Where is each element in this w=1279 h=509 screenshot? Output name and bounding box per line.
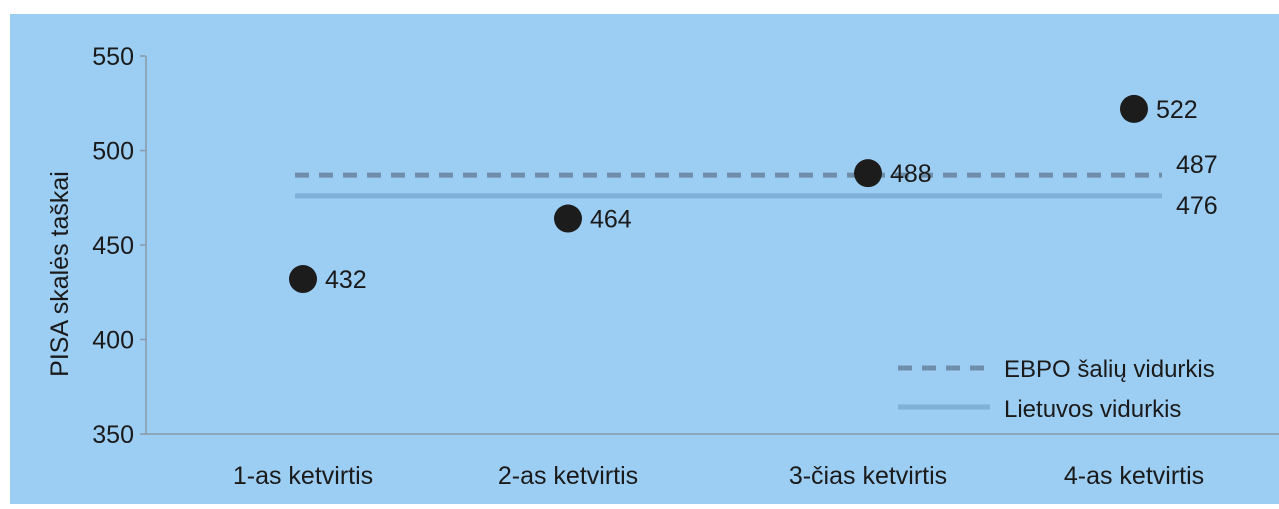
ebpo-average-label: 487 [1176,151,1218,179]
data-value-label: 464 [590,206,632,234]
legend-label-lietuvos: Lietuvos vidurkis [1004,396,1181,423]
x-category-label: 4-as ketvirtis [1064,462,1204,490]
data-value-label: 488 [890,160,932,188]
y-axis-title: PISA skalės taškai [46,171,74,377]
y-tick-label: 400 [92,327,134,355]
data-point [289,265,317,294]
x-category-label: 3-čias ketvirtis [789,462,947,490]
y-ticks: 350 400 450 500 550 [92,43,146,449]
chart-svg: PISA skalės taškai 350 400 450 500 550 1-as … [46,43,1279,490]
y-tick-label: 350 [92,421,134,449]
chart-frame: PISA skalės taškai 350 400 450 500 550 1-as … [10,14,1279,504]
x-category-label: 2-as ketvirtis [498,462,638,490]
x-category-label: 1-as ketvirtis [233,462,373,490]
data-point [1120,94,1148,123]
data-value-label: 432 [325,266,367,294]
x-category-labels: 1-as ketvirtis 2-as ketvirtis 3-čias ketvi… [233,462,1204,490]
lietuvos-average-label: 476 [1176,192,1218,220]
y-tick-label: 450 [92,232,134,260]
data-points: 432 464 488 522 [289,94,1198,294]
y-tick-label: 500 [92,138,134,166]
legend: EBPO šalių vidurkis Lietuvos vidurkis [898,356,1215,423]
data-point [554,204,582,233]
y-tick-label: 550 [92,43,134,71]
data-value-label: 522 [1156,96,1198,124]
legend-label-ebpo: EBPO šalių vidurkis [1004,356,1215,383]
data-point [854,159,882,188]
